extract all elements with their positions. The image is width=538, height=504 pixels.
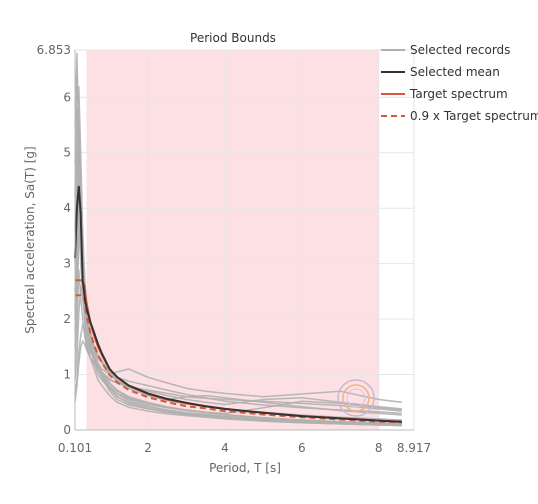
x-tick-labels: 0.101 2 4 6 8 8.917 <box>58 441 431 455</box>
cursor-circle-icon <box>337 379 375 417</box>
legend-item-scaled-target-spectrum[interactable]: 0.9 x Target spectrum <box>381 109 538 123</box>
chart-title: Period Bounds <box>190 31 276 45</box>
y-tick-label: 1 <box>63 368 71 382</box>
y-tick-label: 5 <box>63 146 71 160</box>
selected-record-line <box>74 339 402 425</box>
y-tick-labels: 0 1 2 3 4 5 6 6.853 <box>37 43 71 437</box>
x-tick-label: 4 <box>221 441 229 455</box>
y-tick-label: 0 <box>63 423 71 437</box>
axes <box>74 50 414 431</box>
legend-label-target-spectrum: Target spectrum <box>409 87 508 101</box>
series-lines <box>74 185 402 424</box>
legend: Selected records Selected mean Target sp… <box>381 43 538 123</box>
y-tick-label: 6.853 <box>37 43 71 57</box>
legend-item-selected-mean[interactable]: Selected mean <box>381 65 500 79</box>
y-tick-label: 2 <box>63 312 71 326</box>
y-axis-title: Spectral acceleration, Sa(T) [g] <box>23 146 37 333</box>
legend-item-target-spectrum[interactable]: Target spectrum <box>381 87 508 101</box>
grid-lines <box>74 49 415 431</box>
0-9-x-target-spectrum-line <box>75 294 402 424</box>
y-tick-label: 4 <box>63 201 71 215</box>
selected-mean-line <box>74 185 402 423</box>
x-tick-label: 6 <box>298 441 306 455</box>
x-tick-label: 8 <box>375 441 383 455</box>
period-bounds-region <box>86 50 379 430</box>
x-tick-label: 2 <box>144 441 152 455</box>
legend-item-selected-records[interactable]: Selected records <box>381 43 510 57</box>
y-tick-label: 6 <box>63 90 71 104</box>
legend-label-selected-records: Selected records <box>410 43 510 57</box>
x-tick-label: 8.917 <box>397 441 431 455</box>
legend-label-scaled-target-spectrum: 0.9 x Target spectrum <box>410 109 538 123</box>
legend-label-selected-mean: Selected mean <box>410 65 500 79</box>
y-tick-label: 3 <box>63 257 71 271</box>
x-axis-title: Period, T [s] <box>209 461 281 475</box>
x-tick-label: 0.101 <box>58 441 92 455</box>
